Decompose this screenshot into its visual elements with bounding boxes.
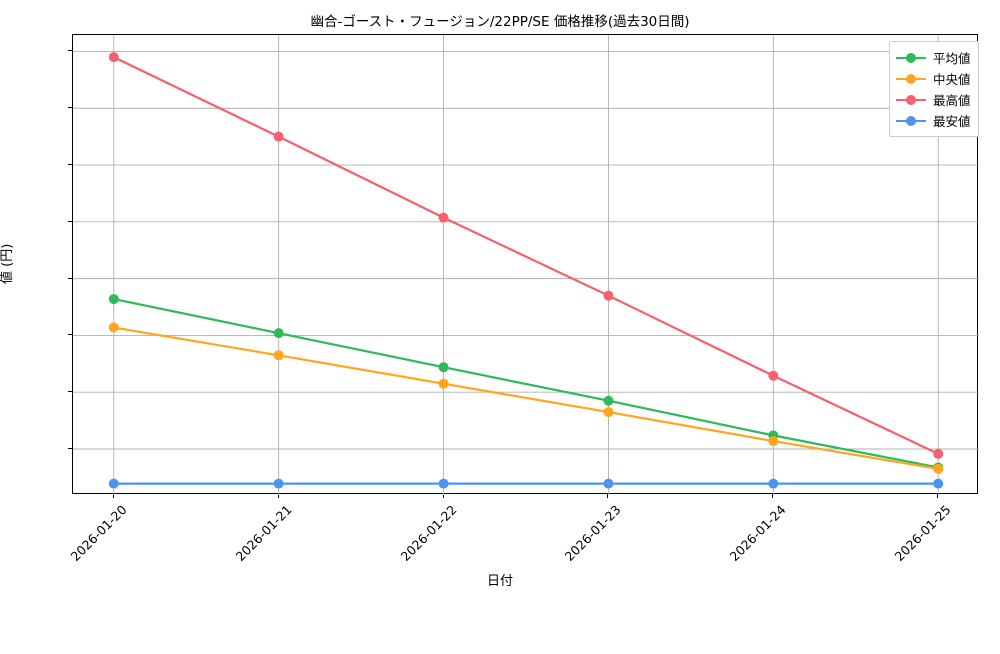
- data-point-marker: [273, 350, 284, 361]
- data-point-marker: [603, 478, 614, 489]
- legend-label: 中央値: [933, 72, 971, 87]
- data-point-marker: [768, 370, 779, 381]
- legend-item[interactable]: 最安値: [896, 110, 971, 131]
- legend-item[interactable]: 最高値: [896, 89, 971, 110]
- plot-area: [72, 34, 979, 495]
- y-tick-mark: [68, 334, 72, 336]
- data-point-marker: [108, 294, 119, 305]
- y-axis-label: 値 (円): [0, 243, 15, 284]
- data-point-marker: [768, 478, 779, 489]
- y-tick-mark: [68, 107, 72, 109]
- data-point-marker: [273, 478, 284, 489]
- data-point-marker: [108, 52, 119, 63]
- series-line: [112, 326, 940, 470]
- x-tick-mark: [772, 494, 774, 498]
- data-point-marker: [438, 478, 449, 489]
- data-point-marker: [933, 478, 944, 489]
- data-point-marker: [273, 328, 284, 339]
- plot-svg: [73, 35, 979, 495]
- series-line: [112, 56, 940, 455]
- x-tick-mark: [112, 494, 114, 498]
- x-tick-mark: [277, 494, 279, 498]
- legend-label: 最高値: [933, 93, 971, 108]
- legend-item[interactable]: 平均値: [896, 47, 971, 68]
- data-point-marker: [603, 407, 614, 418]
- y-tick-mark: [68, 164, 72, 166]
- y-tick-mark: [68, 50, 72, 52]
- x-tick-mark: [937, 494, 939, 498]
- x-tick-mark: [442, 494, 444, 498]
- y-tick-mark: [68, 448, 72, 449]
- data-point-marker: [108, 478, 119, 489]
- data-point-marker: [438, 212, 449, 223]
- data-point-marker: [768, 436, 779, 447]
- legend-item[interactable]: 中央値: [896, 68, 971, 89]
- data-point-marker: [108, 322, 119, 333]
- y-tick-mark: [68, 220, 72, 222]
- legend-swatch-icon: [896, 52, 926, 64]
- data-point-marker: [603, 290, 614, 301]
- legend-swatch-icon: [896, 73, 926, 85]
- y-tick-mark: [68, 277, 72, 279]
- legend-swatch-icon: [896, 115, 926, 127]
- chart-legend: 平均値中央値最高値最安値: [889, 41, 979, 137]
- data-point-marker: [438, 378, 449, 389]
- series-layer: [108, 52, 944, 489]
- x-axis-label: 日付: [486, 574, 513, 589]
- series-line: [112, 297, 940, 469]
- chart-figure: 幽合-ゴースト・フュージョン/22PP/SE 価格推移(過去30日間) 値 (円…: [0, 14, 979, 589]
- data-point-marker: [933, 448, 944, 459]
- gridlines: [73, 35, 979, 495]
- y-tick-mark: [68, 391, 72, 393]
- legend-swatch-icon: [896, 94, 926, 106]
- data-point-marker: [933, 463, 944, 474]
- x-tick-mark: [607, 494, 609, 498]
- data-point-marker: [273, 131, 284, 142]
- chart-title: 幽合-ゴースト・フュージョン/22PP/SE 価格推移(過去30日間): [310, 14, 690, 30]
- legend-label: 平均値: [933, 51, 971, 66]
- data-point-marker: [438, 362, 449, 373]
- legend-label: 最安値: [933, 114, 971, 129]
- data-point-marker: [603, 395, 614, 406]
